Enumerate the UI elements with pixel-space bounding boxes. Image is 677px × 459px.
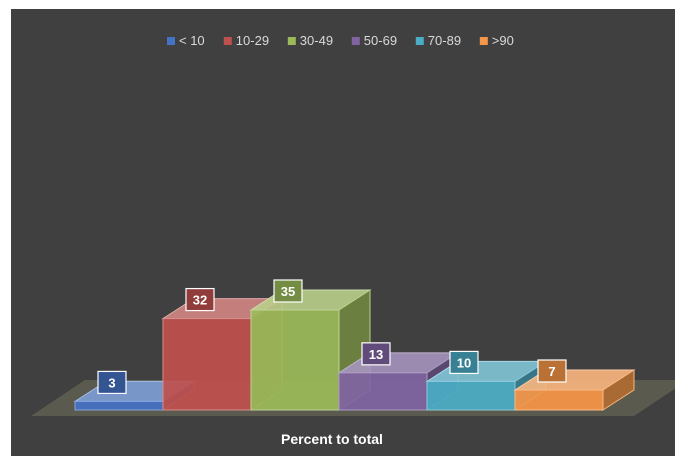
data-label-0: 3 [97, 370, 127, 395]
legend-swatch-1 [223, 37, 232, 45]
chart-legend: < 10 10-29 30-49 50-69 70-89 >90 [167, 33, 514, 48]
legend-item-0: < 10 [167, 33, 205, 48]
legend-label-2: 30-49 [300, 33, 333, 48]
chart-canvas: < 10 10-29 30-49 50-69 70-89 >90 3 32 35 13 10 7 P… [31, 33, 675, 447]
x-axis-title: Percent to total [281, 431, 383, 447]
legend-item-3: 50-69 [351, 33, 397, 48]
data-label-3: 13 [361, 342, 391, 366]
legend-item-4: 70-89 [415, 33, 461, 48]
legend-label-5: >90 [492, 33, 514, 48]
legend-label-4: 70-89 [428, 33, 461, 48]
bar-front-2 [250, 309, 340, 411]
legend-swatch-3 [351, 37, 360, 45]
legend-swatch-0 [167, 37, 175, 45]
data-label-text-3: 13 [369, 347, 383, 362]
bar-front-0 [74, 400, 164, 411]
legend-swatch-5 [479, 37, 488, 45]
bar-front-5 [514, 389, 604, 411]
data-label-text-0: 3 [108, 375, 115, 390]
bars-group [73, 289, 636, 411]
bar-front-4 [426, 380, 516, 411]
data-label-4: 10 [449, 350, 479, 375]
legend-item-1: 10-29 [223, 33, 269, 48]
chart-area: < 10 10-29 30-49 50-69 70-89 >90 3 32 35 13 10 7 P… [11, 9, 675, 456]
legend-swatch-4 [415, 37, 424, 45]
bar-front-1 [162, 318, 252, 411]
legend-item-5: >90 [479, 33, 514, 48]
data-label-2: 35 [273, 279, 303, 303]
data-labels-group: 3 32 35 13 10 7 [97, 279, 567, 395]
legend-label-0: < 10 [179, 33, 205, 48]
data-label-text-1: 32 [193, 293, 207, 308]
data-label-1: 32 [185, 287, 215, 312]
legend-item-2: 30-49 [287, 33, 333, 48]
data-label-5: 7 [537, 359, 567, 383]
bar-front-3 [338, 372, 428, 411]
legend-swatch-2 [287, 37, 296, 45]
data-label-text-5: 7 [548, 364, 555, 379]
legend-label-1: 10-29 [236, 33, 269, 48]
data-label-text-4: 10 [457, 355, 471, 370]
data-label-text-2: 35 [281, 284, 295, 299]
legend-label-3: 50-69 [364, 33, 397, 48]
